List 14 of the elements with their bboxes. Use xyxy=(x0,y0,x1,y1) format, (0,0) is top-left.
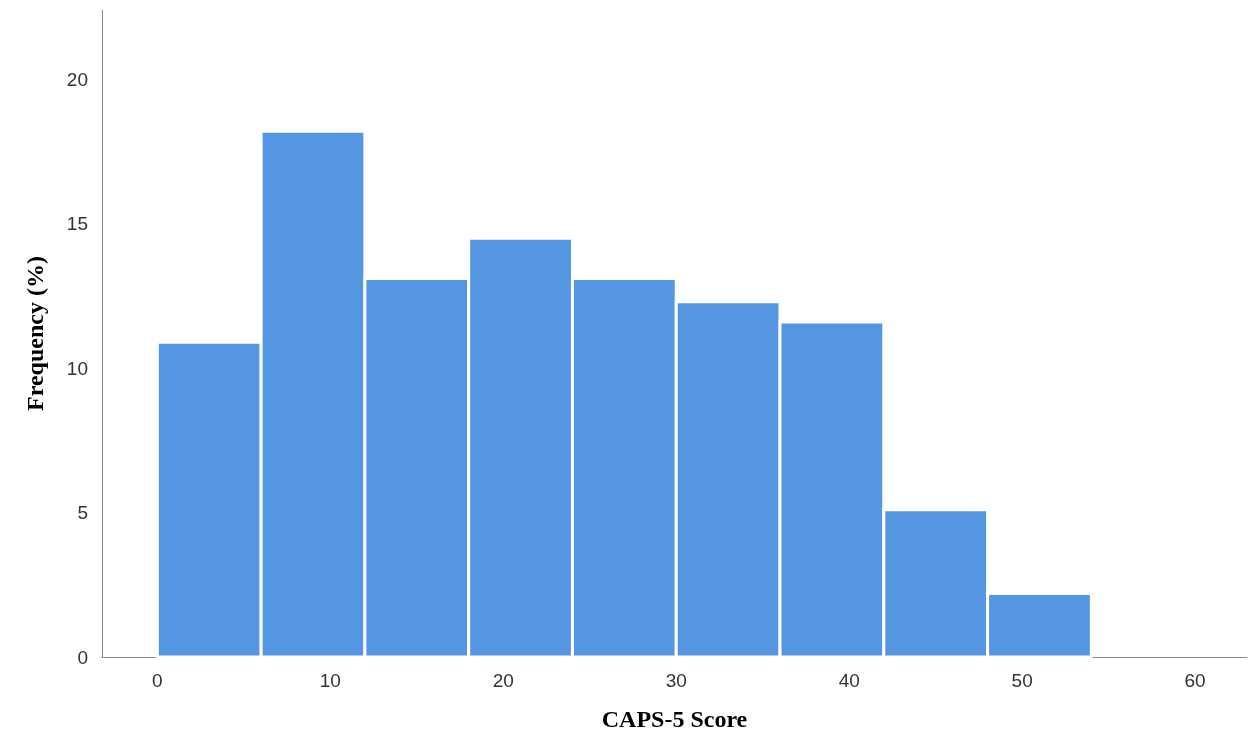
x-tick-label: 0 xyxy=(152,670,163,691)
y-tick-label: 5 xyxy=(77,502,88,524)
y-tick-label: 15 xyxy=(66,213,88,235)
y-tick-label: 20 xyxy=(66,68,88,90)
y-tick-label: 0 xyxy=(77,646,88,668)
x-tick-label: 30 xyxy=(665,670,687,691)
y-axis-title: Frequency (%) xyxy=(22,256,48,411)
y-tick-label: 10 xyxy=(66,357,88,379)
x-tick-label: 10 xyxy=(319,670,341,691)
x-axis-title: CAPS-5 Score xyxy=(601,706,748,732)
x-tick-label: 20 xyxy=(492,670,514,691)
x-tick-label: 40 xyxy=(838,670,860,691)
x-tick-label: 50 xyxy=(1011,670,1033,691)
x-tick-label: 60 xyxy=(1184,670,1206,691)
